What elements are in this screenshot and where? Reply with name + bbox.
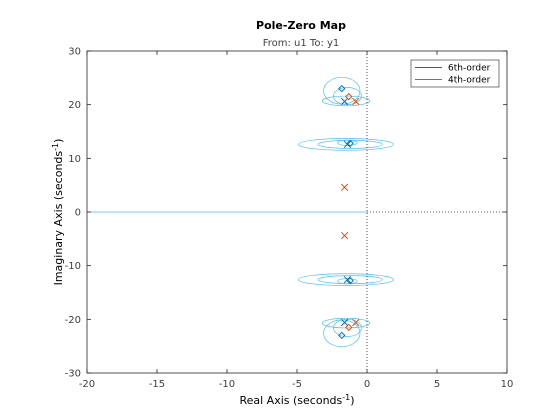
- zero-marker-1-1: [345, 323, 353, 332]
- pole-marker-0-3: [343, 275, 352, 284]
- pole-marker-0-1: [340, 318, 349, 327]
- y-axis-label-exponent: -1: [51, 143, 60, 151]
- series-1: [340, 92, 360, 332]
- x-tick-label-2: -10: [219, 379, 235, 390]
- chart-title: Pole-Zero Map: [256, 19, 346, 32]
- y-axis-label-close: ): [52, 139, 65, 143]
- zero-marker-0-1: [338, 331, 346, 340]
- uncertainty-region-11: [337, 278, 358, 285]
- legend-label-6th-order: 6th-order: [448, 64, 491, 74]
- pole-marker-1-1: [352, 318, 360, 327]
- x-tick-label-3: -5: [292, 379, 302, 390]
- y-tick-label-1: -20: [65, 315, 81, 326]
- zero-marker-1-0: [345, 92, 353, 101]
- x-tick-label-1: -15: [149, 379, 165, 390]
- legend-box: [410, 59, 500, 88]
- plot-layer: [87, 51, 507, 373]
- x-tick-label-4: 0: [364, 379, 370, 390]
- y-axis-label: Imaginary Axis (seconds-1): [51, 139, 65, 286]
- pole-marker-0-0: [340, 97, 349, 106]
- y-tick-label-4: 10: [68, 154, 81, 165]
- y-tick-label-0: -30: [65, 369, 81, 380]
- uncertainty-region-3: [298, 138, 394, 151]
- pole-marker-1-2: [340, 183, 349, 191]
- legend-label-4th-order: 4th-order: [448, 76, 491, 86]
- zero-marker-0-3: [346, 276, 354, 285]
- x-tick-label-6: 10: [501, 379, 514, 390]
- series-0: [338, 84, 354, 340]
- zero-marker-0-2: [346, 139, 354, 148]
- chart-subtitle: From: u1 To: y1: [263, 38, 340, 49]
- x-axis-label-exponent: -1: [342, 393, 350, 402]
- y-tick-label-3: 0: [75, 208, 81, 219]
- uncertainty-region-5: [337, 139, 358, 146]
- y-tick-label-2: -10: [65, 261, 81, 272]
- legend: 6th-order 4th-order: [410, 59, 500, 88]
- x-axis-label-close: ): [350, 394, 354, 407]
- x-tick-label-5: 5: [434, 379, 440, 390]
- pole-marker-1-0: [352, 97, 360, 106]
- uncertainty-region-9: [298, 273, 394, 286]
- pole-marker-1-3: [340, 231, 349, 240]
- x-axis-label-text: Real Axis (seconds: [239, 394, 342, 407]
- pole-marker-0-2: [343, 140, 352, 149]
- y-axis-label-text: Imaginary Axis (seconds: [52, 151, 65, 286]
- x-tick-label-0: -20: [79, 379, 95, 390]
- zero-marker-0-0: [338, 84, 346, 93]
- x-axis-label: Real Axis (seconds-1): [239, 393, 354, 407]
- y-tick-label-5: 20: [68, 100, 81, 111]
- y-tick-label-6: 30: [68, 47, 81, 58]
